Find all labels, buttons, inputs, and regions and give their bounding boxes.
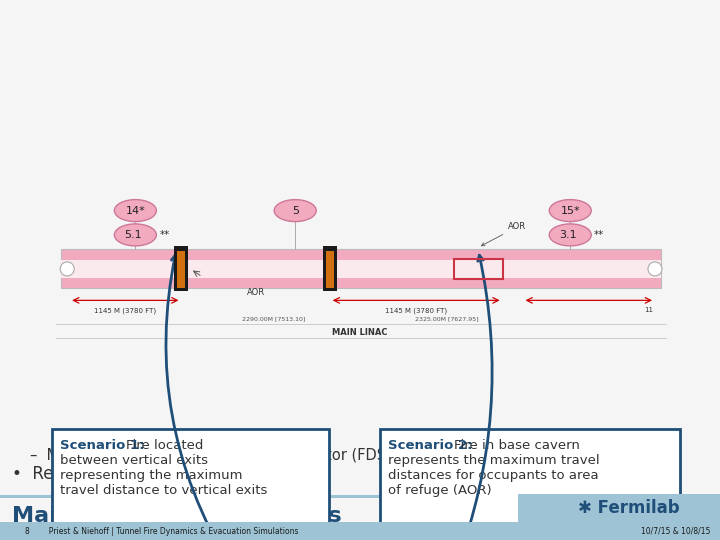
- Text: **: **: [594, 230, 605, 240]
- Bar: [177, 252, 186, 288]
- Text: Scenario 1:: Scenario 1:: [60, 440, 144, 453]
- Text: 1145 M (3780 FT): 1145 M (3780 FT): [94, 307, 156, 314]
- Ellipse shape: [114, 200, 156, 221]
- Bar: [61, 249, 661, 288]
- Text: ✱ Fermilab: ✱ Fermilab: [578, 499, 680, 517]
- Bar: [61, 264, 661, 274]
- Text: Main LINAC Fire Scenarios: Main LINAC Fire Scenarios: [12, 505, 341, 526]
- Text: AOR: AOR: [482, 222, 526, 246]
- Text: 5.1: 5.1: [125, 230, 142, 240]
- Text: 14*: 14*: [125, 206, 145, 215]
- Text: 15*: 15*: [560, 206, 580, 215]
- Bar: [518, 494, 720, 522]
- Text: Fire located: Fire located: [126, 440, 203, 453]
- Text: 5: 5: [292, 206, 299, 215]
- Bar: [325, 252, 334, 288]
- Ellipse shape: [549, 200, 591, 221]
- Text: 1145 M (3780 FT): 1145 M (3780 FT): [385, 307, 447, 314]
- Text: 2290.00M [7513.10]: 2290.00M [7513.10]: [242, 316, 305, 321]
- Ellipse shape: [549, 224, 591, 246]
- Bar: [323, 246, 337, 292]
- FancyBboxPatch shape: [52, 429, 329, 540]
- Ellipse shape: [114, 224, 156, 246]
- Text: 11: 11: [644, 307, 653, 313]
- Text: 3.1: 3.1: [559, 230, 577, 240]
- Text: represents the maximum travel: represents the maximum travel: [388, 454, 600, 467]
- Text: 10/7/15 & 10/8/15: 10/7/15 & 10/8/15: [641, 526, 710, 536]
- FancyBboxPatch shape: [380, 429, 680, 540]
- Text: Scenario 2:: Scenario 2:: [388, 440, 472, 453]
- Bar: [61, 260, 661, 278]
- Text: Fire in base cavern: Fire in base cavern: [454, 440, 580, 453]
- Text: representing the maximum: representing the maximum: [60, 469, 243, 482]
- Bar: [174, 246, 189, 292]
- Text: distances for occupants to area: distances for occupants to area: [388, 469, 599, 482]
- Text: 8        Priest & Niehoff | Tunnel Fire Dynamics & Evacuation Simulations: 8 Priest & Niehoff | Tunnel Fire Dynamic…: [25, 526, 299, 536]
- Text: •  Representative fire scenarios: • Representative fire scenarios: [12, 465, 275, 483]
- Circle shape: [648, 262, 662, 276]
- Circle shape: [60, 262, 74, 276]
- Text: MAIN LINAC: MAIN LINAC: [332, 328, 388, 337]
- Text: **: **: [159, 230, 170, 240]
- Ellipse shape: [274, 200, 316, 221]
- Text: AOR: AOR: [246, 288, 265, 298]
- Text: between vertical exits: between vertical exits: [60, 454, 208, 467]
- Text: 2325.00M [7627.95]: 2325.00M [7627.95]: [415, 316, 478, 321]
- Bar: [0, 522, 720, 540]
- Bar: [0, 495, 720, 498]
- Text: travel distance to vertical exits: travel distance to vertical exits: [60, 484, 267, 497]
- Bar: [454, 259, 503, 279]
- Text: of refuge (AOR): of refuge (AOR): [388, 484, 492, 497]
- Text: –  Model using the Fire Dynamics Simulator (FDS): – Model using the Fire Dynamics Simulato…: [30, 448, 392, 463]
